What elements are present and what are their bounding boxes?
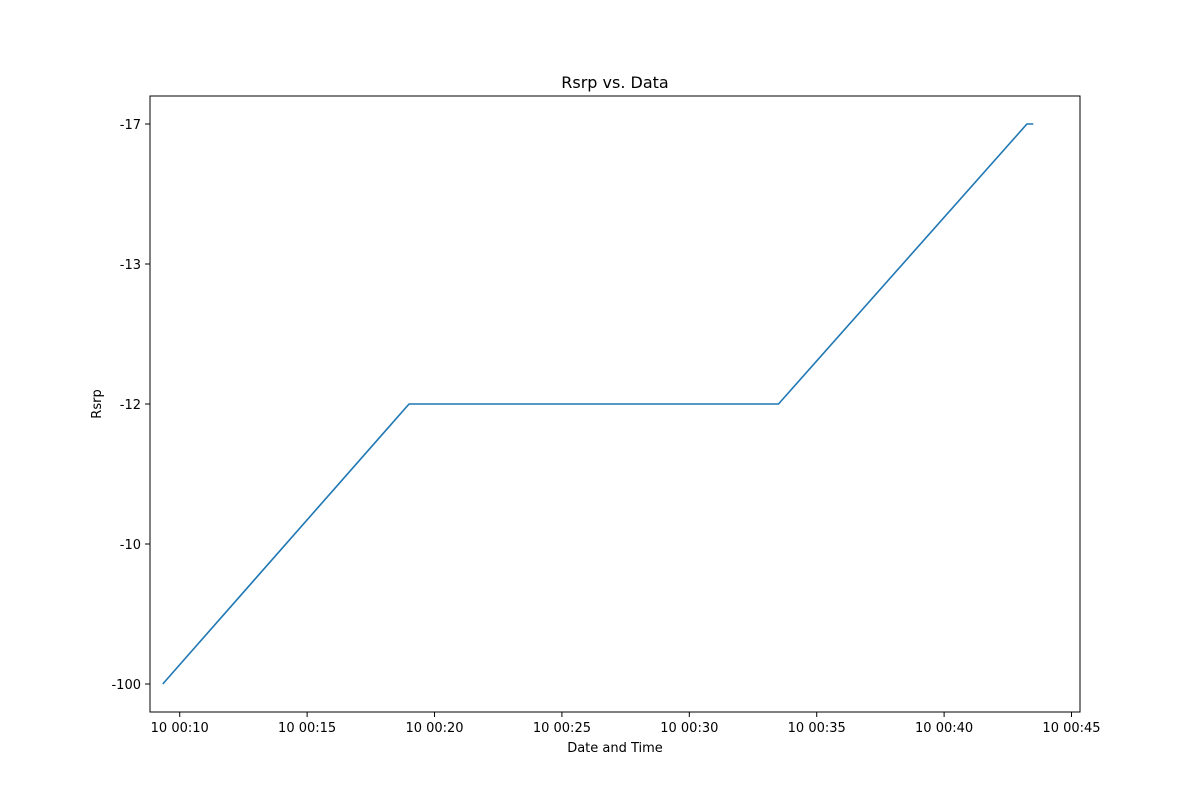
x-tick-label-5: 10 00:35	[788, 721, 846, 736]
x-tick-label-1: 10 00:15	[278, 721, 336, 736]
y-axis: -100 -10 -12 -13 -17	[111, 118, 150, 693]
series-line-0	[162, 123, 1034, 685]
plot-area	[162, 123, 1034, 685]
y-tick-label-0: -100	[111, 678, 141, 693]
chart-title: Rsrp vs. Data	[561, 73, 668, 92]
y-tick-label-1: -10	[120, 538, 141, 553]
y-axis-label: Rsrp	[90, 389, 105, 418]
x-tick-label-0: 10 00:10	[151, 721, 209, 736]
x-tick-label-3: 10 00:25	[533, 721, 591, 736]
x-tick-label-6: 10 00:40	[915, 721, 973, 736]
y-tick-label-3: -13	[120, 258, 141, 273]
x-tick-label-4: 10 00:30	[660, 721, 718, 736]
x-tick-label-2: 10 00:20	[405, 721, 463, 736]
x-axis: 10 00:10 10 00:15 10 00:20 10 00:25 10 00:30…	[151, 712, 1101, 736]
x-tick-label-7: 10 00:45	[1042, 721, 1100, 736]
y-tick-label-2: -12	[120, 398, 141, 413]
y-tick-label-4: -17	[120, 118, 141, 133]
x-axis-label: Date and Time	[567, 741, 663, 756]
